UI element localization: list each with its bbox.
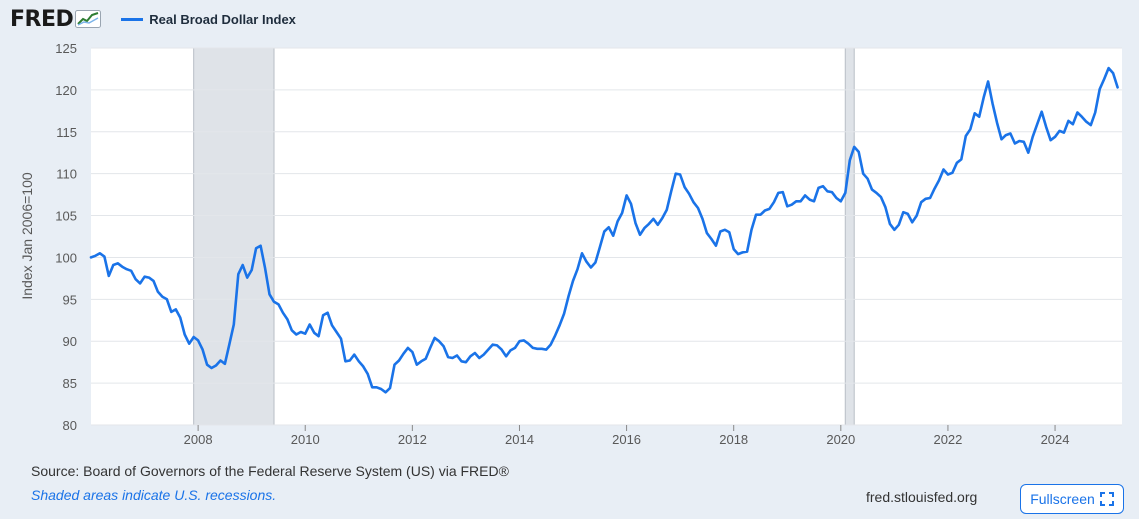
series-line-0	[89, 66, 1119, 394]
fred-logo[interactable]: FRED	[10, 6, 102, 32]
recession-band-1	[845, 48, 855, 425]
x-tick-label: 2020	[826, 432, 855, 447]
fullscreen-button[interactable]: Fullscreen	[1020, 484, 1124, 514]
chart-header: FRED Real Broad Dollar Index	[10, 6, 296, 32]
x-tick-label: 2024	[1041, 432, 1070, 447]
recession-note: Shaded areas indicate U.S. recessions.	[31, 487, 277, 503]
recession-band-0	[193, 48, 275, 425]
y-tick-label: 90	[63, 334, 77, 349]
x-tick-label: 2010	[291, 432, 320, 447]
chart-legend: Real Broad Dollar Index	[121, 12, 296, 27]
y-tick-label: 85	[63, 376, 77, 391]
fred-graph-icon	[75, 10, 102, 28]
source-text: Source: Board of Governors of the Federa…	[31, 463, 509, 479]
y-tick-label: 125	[55, 41, 77, 56]
fullscreen-label: Fullscreen	[1030, 491, 1095, 507]
y-tick-label: 105	[55, 209, 77, 224]
logo-text: FRED	[10, 6, 74, 32]
x-tick-label: 2008	[184, 432, 213, 447]
legend-swatch	[121, 17, 144, 21]
y-tick-label: 120	[55, 83, 77, 98]
y-tick-label: 100	[55, 250, 77, 265]
series-layer	[89, 66, 1119, 394]
x-tick-label: 2016	[612, 432, 641, 447]
x-tick-label: 2014	[505, 432, 534, 447]
legend-label: Real Broad Dollar Index	[149, 11, 296, 27]
y-axis-label: Index Jan 2006=100	[19, 172, 35, 299]
x-axis-ticks: 2008 2010 2012 2014 2016 2018 2020 2022 2024	[184, 425, 1070, 447]
x-tick-label: 2022	[933, 432, 962, 447]
x-tick-label: 2018	[719, 432, 748, 447]
y-tick-label: 95	[63, 292, 77, 307]
y-tick-label: 115	[56, 125, 77, 140]
fullscreen-icon	[1099, 492, 1114, 506]
y-axis-ticks: 80 85 90 95 100 105 110 115 120 125	[55, 41, 77, 433]
y-tick-label: 110	[56, 167, 77, 182]
y-tick-label: 80	[63, 418, 77, 433]
site-link[interactable]: fred.stlouisfed.org	[866, 489, 978, 505]
x-tick-label: 2012	[398, 432, 427, 447]
